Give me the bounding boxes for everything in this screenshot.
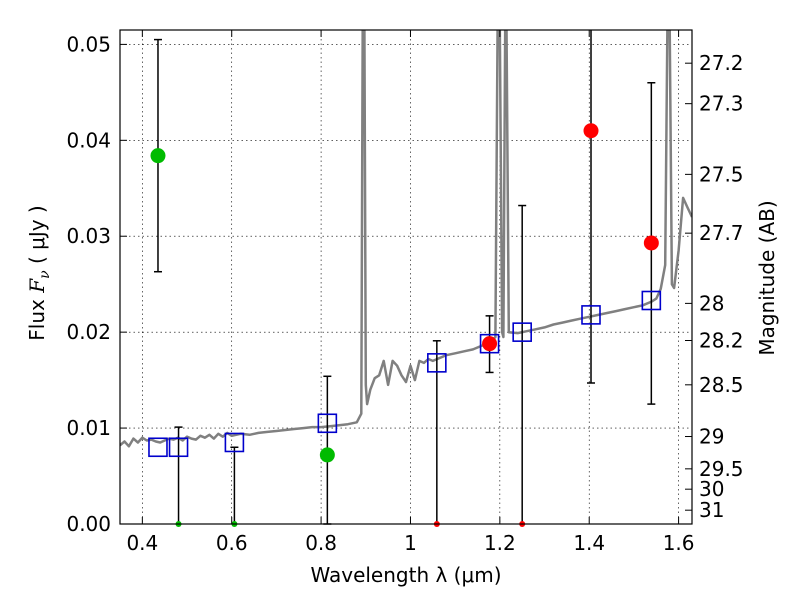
magnitude-tick-label: 31	[699, 498, 724, 522]
y-tick-label: 0.04	[66, 128, 111, 152]
flux-point	[583, 123, 599, 139]
plot-frame	[119, 29, 693, 525]
y-tick-label: 0.02	[66, 320, 111, 344]
y-tick-label: 0.00	[66, 512, 111, 536]
model-photometry-square	[512, 322, 532, 342]
magnitude-tick-label: 27.7	[699, 221, 744, 245]
y-tick-label: 0.03	[66, 224, 111, 248]
magnitude-tick-label: 28	[699, 291, 724, 315]
model-photometry-square	[168, 437, 189, 458]
magnitude-tick-label: 27.3	[699, 92, 744, 116]
x-tick-label: 1.2	[484, 531, 516, 555]
model-photometry-square	[479, 333, 500, 354]
model-photometry-square	[148, 437, 168, 458]
magnitude-tick-label: 29	[699, 425, 724, 449]
x-tick-label: 0.8	[305, 531, 337, 555]
x-tick-label: 1	[404, 531, 417, 555]
y-tick-label: 0.05	[66, 32, 111, 56]
magnitude-tick-label: 27.5	[699, 162, 744, 186]
x-tick-label: 1.4	[573, 531, 605, 555]
x-axis-label: Wavelength λ (μm)	[310, 563, 501, 587]
model-photometry-square	[317, 413, 338, 434]
flux-point	[643, 235, 659, 251]
y-tick-label: 0.01	[66, 416, 111, 440]
x-tick-label: 1.6	[663, 531, 695, 555]
x-tick-label: 0.6	[216, 531, 248, 555]
flux-point	[150, 148, 166, 164]
x-tick-label: 0.4	[126, 531, 158, 555]
model-photometry-square	[641, 290, 662, 311]
magnitude-tick-label: 29.5	[699, 457, 744, 481]
flux-point	[482, 336, 498, 352]
model-photometry-square	[427, 353, 447, 373]
magnitude-tick-label: 27.2	[699, 51, 744, 75]
magnitude-tick-label: 28.2	[699, 329, 744, 353]
marker-layer	[148, 30, 662, 527]
plot-area	[120, 30, 692, 524]
model-photometry-square	[224, 432, 245, 453]
flux-point	[319, 447, 335, 463]
axes: 0.4 0.6 0.8 1 1.2 1.4 1.6 0.00 0.01 0.02 0.03 0.04 0…	[66, 30, 744, 555]
secondary-y-axis-label: Magnitude (AB)	[755, 200, 779, 355]
magnitude-tick-label: 30	[699, 477, 724, 501]
y-axis-label: Flux Fν ( μJy )	[25, 205, 53, 340]
model-photometry-square	[581, 305, 601, 325]
magnitude-tick-label: 28.5	[699, 373, 744, 397]
